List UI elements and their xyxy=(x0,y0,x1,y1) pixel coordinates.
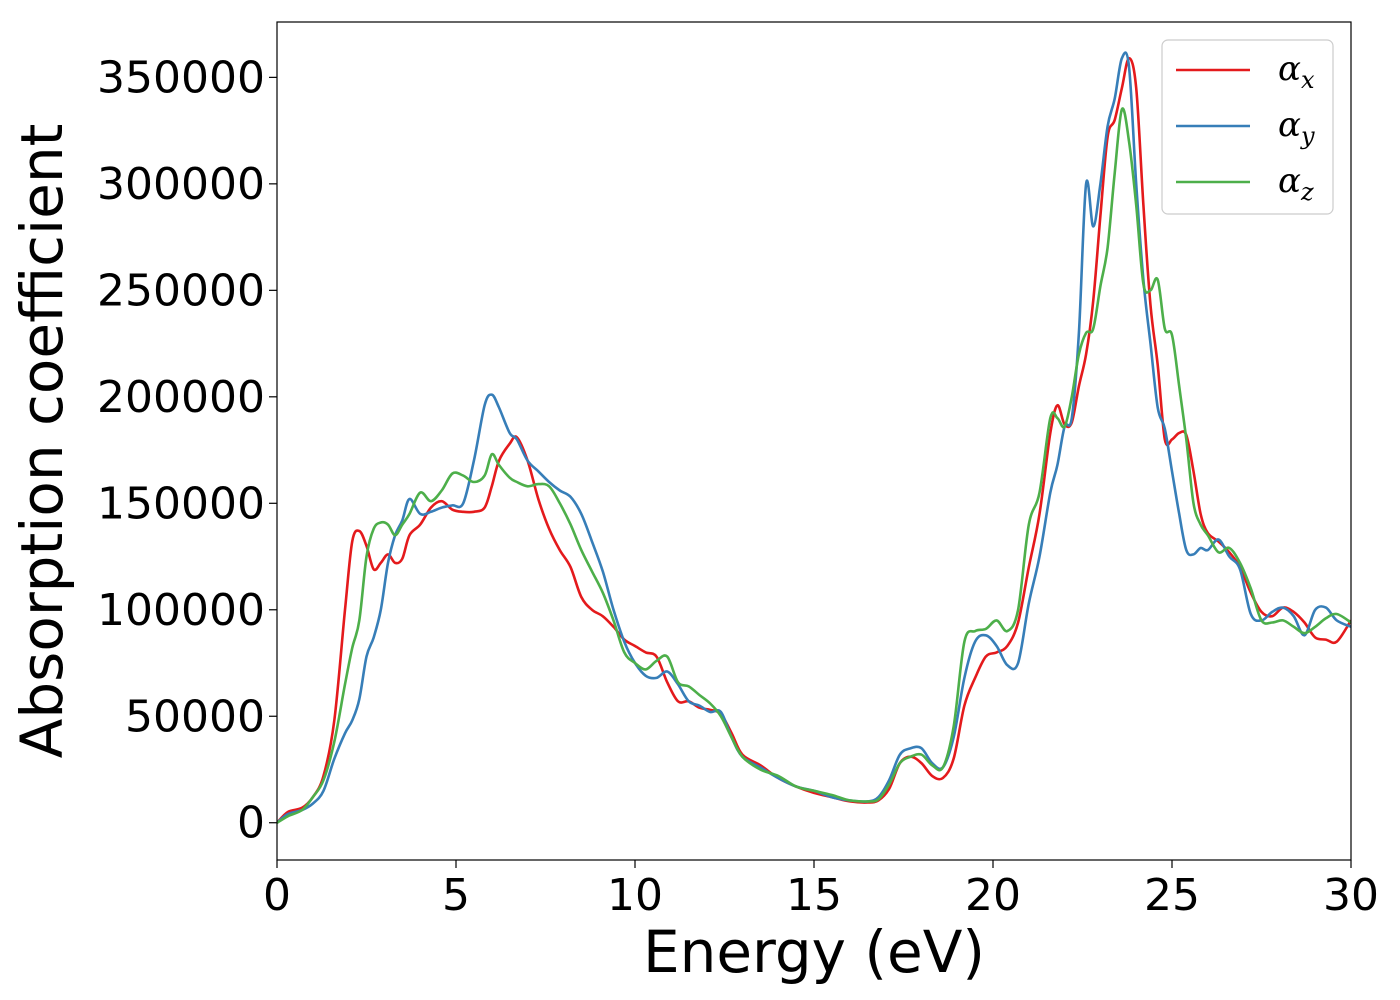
x-axis-label: Energy (eV) xyxy=(643,918,985,986)
y-tick-label: 250000 xyxy=(97,265,265,316)
y-axis-label: Absorption coefficient xyxy=(8,124,76,759)
x-tick-label: 0 xyxy=(263,870,291,921)
x-tick-label: 20 xyxy=(965,870,1021,921)
y-tick-label: 100000 xyxy=(97,585,265,636)
series-layer xyxy=(277,51,1351,824)
y-tick-label: 0 xyxy=(237,798,265,849)
x-tick-label: 10 xyxy=(607,870,663,921)
x-tick-label: 30 xyxy=(1323,870,1379,921)
x-axis: 0 5 10 15 20 25 30 xyxy=(263,860,1379,921)
y-axis: 0 50000 100000 150000 200000 250000 300000 3500… xyxy=(97,52,277,849)
y-tick-label: 200000 xyxy=(97,372,265,423)
legend-label-alpha-z: αz xyxy=(1278,161,1314,206)
y-tick-label: 350000 xyxy=(97,52,265,103)
legend: αx αy αz xyxy=(1161,39,1334,215)
x-tick-label: 15 xyxy=(786,870,842,921)
x-tick-label: 5 xyxy=(442,870,470,921)
y-tick-label: 300000 xyxy=(97,159,265,210)
series-line-alpha-z xyxy=(277,107,1351,824)
legend-label-alpha-y: αy xyxy=(1278,105,1315,150)
y-tick-label: 150000 xyxy=(97,478,265,529)
y-tick-label: 50000 xyxy=(125,691,265,742)
x-tick-label: 25 xyxy=(1144,870,1200,921)
legend-label-alpha-x: αx xyxy=(1278,49,1315,94)
